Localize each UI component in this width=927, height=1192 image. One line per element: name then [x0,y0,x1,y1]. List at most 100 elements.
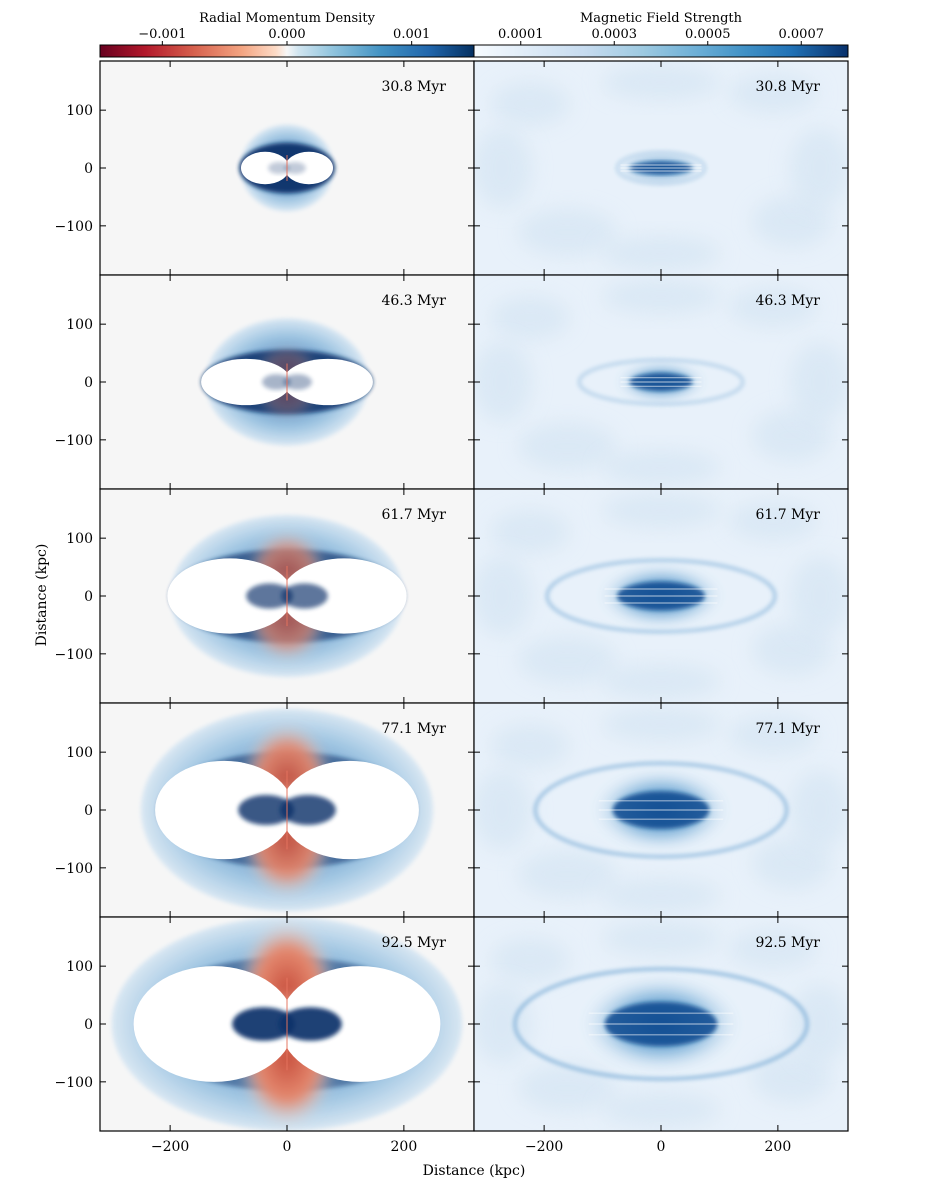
turbulent-field [601,877,721,914]
jet-core-right [279,1007,342,1041]
turbulent-field [474,770,533,850]
turbulent-field [728,715,819,756]
turbulent-field [728,73,819,114]
turbulent-field [474,984,533,1064]
colorbar-tick-label: 0.0005 [685,27,731,42]
magnetic-panel-1 [474,61,848,275]
time-label: 46.3 Myr [381,293,446,309]
time-label: 61.7 Myr [755,507,820,523]
turbulent-field [601,492,721,529]
turbulent-field [601,920,721,957]
y-tick-label: 0 [84,375,93,391]
turbulent-field [728,929,819,970]
colorbar-magnetic-field [473,44,849,58]
jet-core-left [246,583,293,609]
lobe-right [284,151,334,185]
y-tick-label: 0 [84,161,93,177]
jet-core-left [238,795,294,825]
momentum-panel-3 [100,489,474,703]
y-tick-label: 0 [84,1017,93,1033]
lobe-right [279,966,441,1082]
turbulent-field [474,556,533,636]
lobe-left [155,760,294,860]
turbulent-field [728,287,819,328]
lobe-left [133,966,295,1082]
time-label: 92.5 Myr [755,935,820,951]
turbulent-field [601,706,721,743]
time-label: 77.1 Myr [755,721,820,737]
x-tick-label: 0 [283,1139,292,1155]
turbulent-field [728,501,819,542]
magnetic-panel-3 [474,489,848,703]
turbulent-field [601,663,721,700]
lobe-left [201,358,292,406]
turbulent-field [601,64,721,101]
y-tick-label: −100 [55,861,93,877]
lobe-left [240,151,290,185]
y-tick-label: 100 [66,317,93,333]
lobe-right [280,760,419,860]
turbulent-field [789,770,848,850]
x-tick-label: −200 [151,1139,189,1155]
lobe-right [281,558,407,634]
turbulent-field [517,422,618,471]
colorbar-title: Radial Momentum Density [199,11,375,26]
colorbar-tick-label: 0.001 [393,27,430,42]
magnetic-panel-2 [474,275,848,489]
momentum-panel-4 [100,703,474,917]
colorbar-tick-label: −0.001 [138,27,186,42]
colorbar-tick-label: 0.000 [268,27,305,42]
time-label: 46.3 Myr [755,293,820,309]
turbulent-field [789,342,848,422]
turbulent-field [490,81,571,126]
turbulent-field [517,850,618,899]
turbulent-field [751,837,832,890]
axis-labels: Distance (kpc) Distance (kpc) [34,544,525,1179]
colorbars: Radial Momentum Density −0.001 0.000 0.001 M… [99,11,849,58]
magnetic-panel-4 [474,703,848,917]
time-label: 30.8 Myr [381,79,446,95]
colorbar-tick-label: 0.0007 [779,27,825,42]
turbulent-field [751,1051,832,1104]
turbulent-field [490,295,571,340]
time-label: 30.8 Myr [755,79,820,95]
lobe-right [282,358,373,406]
turbulent-field [789,556,848,636]
magnetic-panel-5 [474,917,848,1131]
turbulent-field [751,623,832,676]
jet-core-left [232,1007,295,1041]
jet-core-right [284,162,306,174]
jet-core-left [268,162,290,174]
turbulent-field [490,937,571,982]
colorbar-radial-momentum [99,44,475,58]
time-label: 77.1 Myr [381,721,446,737]
turbulent-field [474,128,533,208]
turbulent-field [789,128,848,208]
panel-grid: 30.8 Myr 100 0 −100 30.8 Myr 46.3 Myr 100 0 −100… [55,60,849,1155]
time-label: 92.5 Myr [381,935,446,951]
jet-core-right [283,374,312,390]
turbulent-field [601,1091,721,1128]
turbulent-field [517,636,618,685]
turbulent-field [517,208,618,257]
turbulent-field [789,984,848,1064]
colorbar-tick-label: 0.0001 [498,27,544,42]
x-axis-label: Distance (kpc) [423,1163,526,1179]
y-tick-label: 0 [84,803,93,819]
lobe-left [167,558,293,634]
x-tick-label: 200 [765,1139,792,1155]
turbulent-field [601,235,721,272]
y-tick-label: −100 [55,1075,93,1091]
momentum-panel-5 [100,917,474,1131]
y-tick-label: 100 [66,103,93,119]
y-tick-label: −100 [55,219,93,235]
y-axis-label: Distance (kpc) [34,544,50,647]
jet-core-left [262,374,291,390]
time-label: 61.7 Myr [381,507,446,523]
y-tick-label: 100 [66,959,93,975]
y-tick-label: −100 [55,433,93,449]
turbulent-field [601,449,721,486]
turbulent-field [517,1064,618,1113]
y-tick-label: 100 [66,745,93,761]
x-tick-label: 0 [657,1139,666,1155]
